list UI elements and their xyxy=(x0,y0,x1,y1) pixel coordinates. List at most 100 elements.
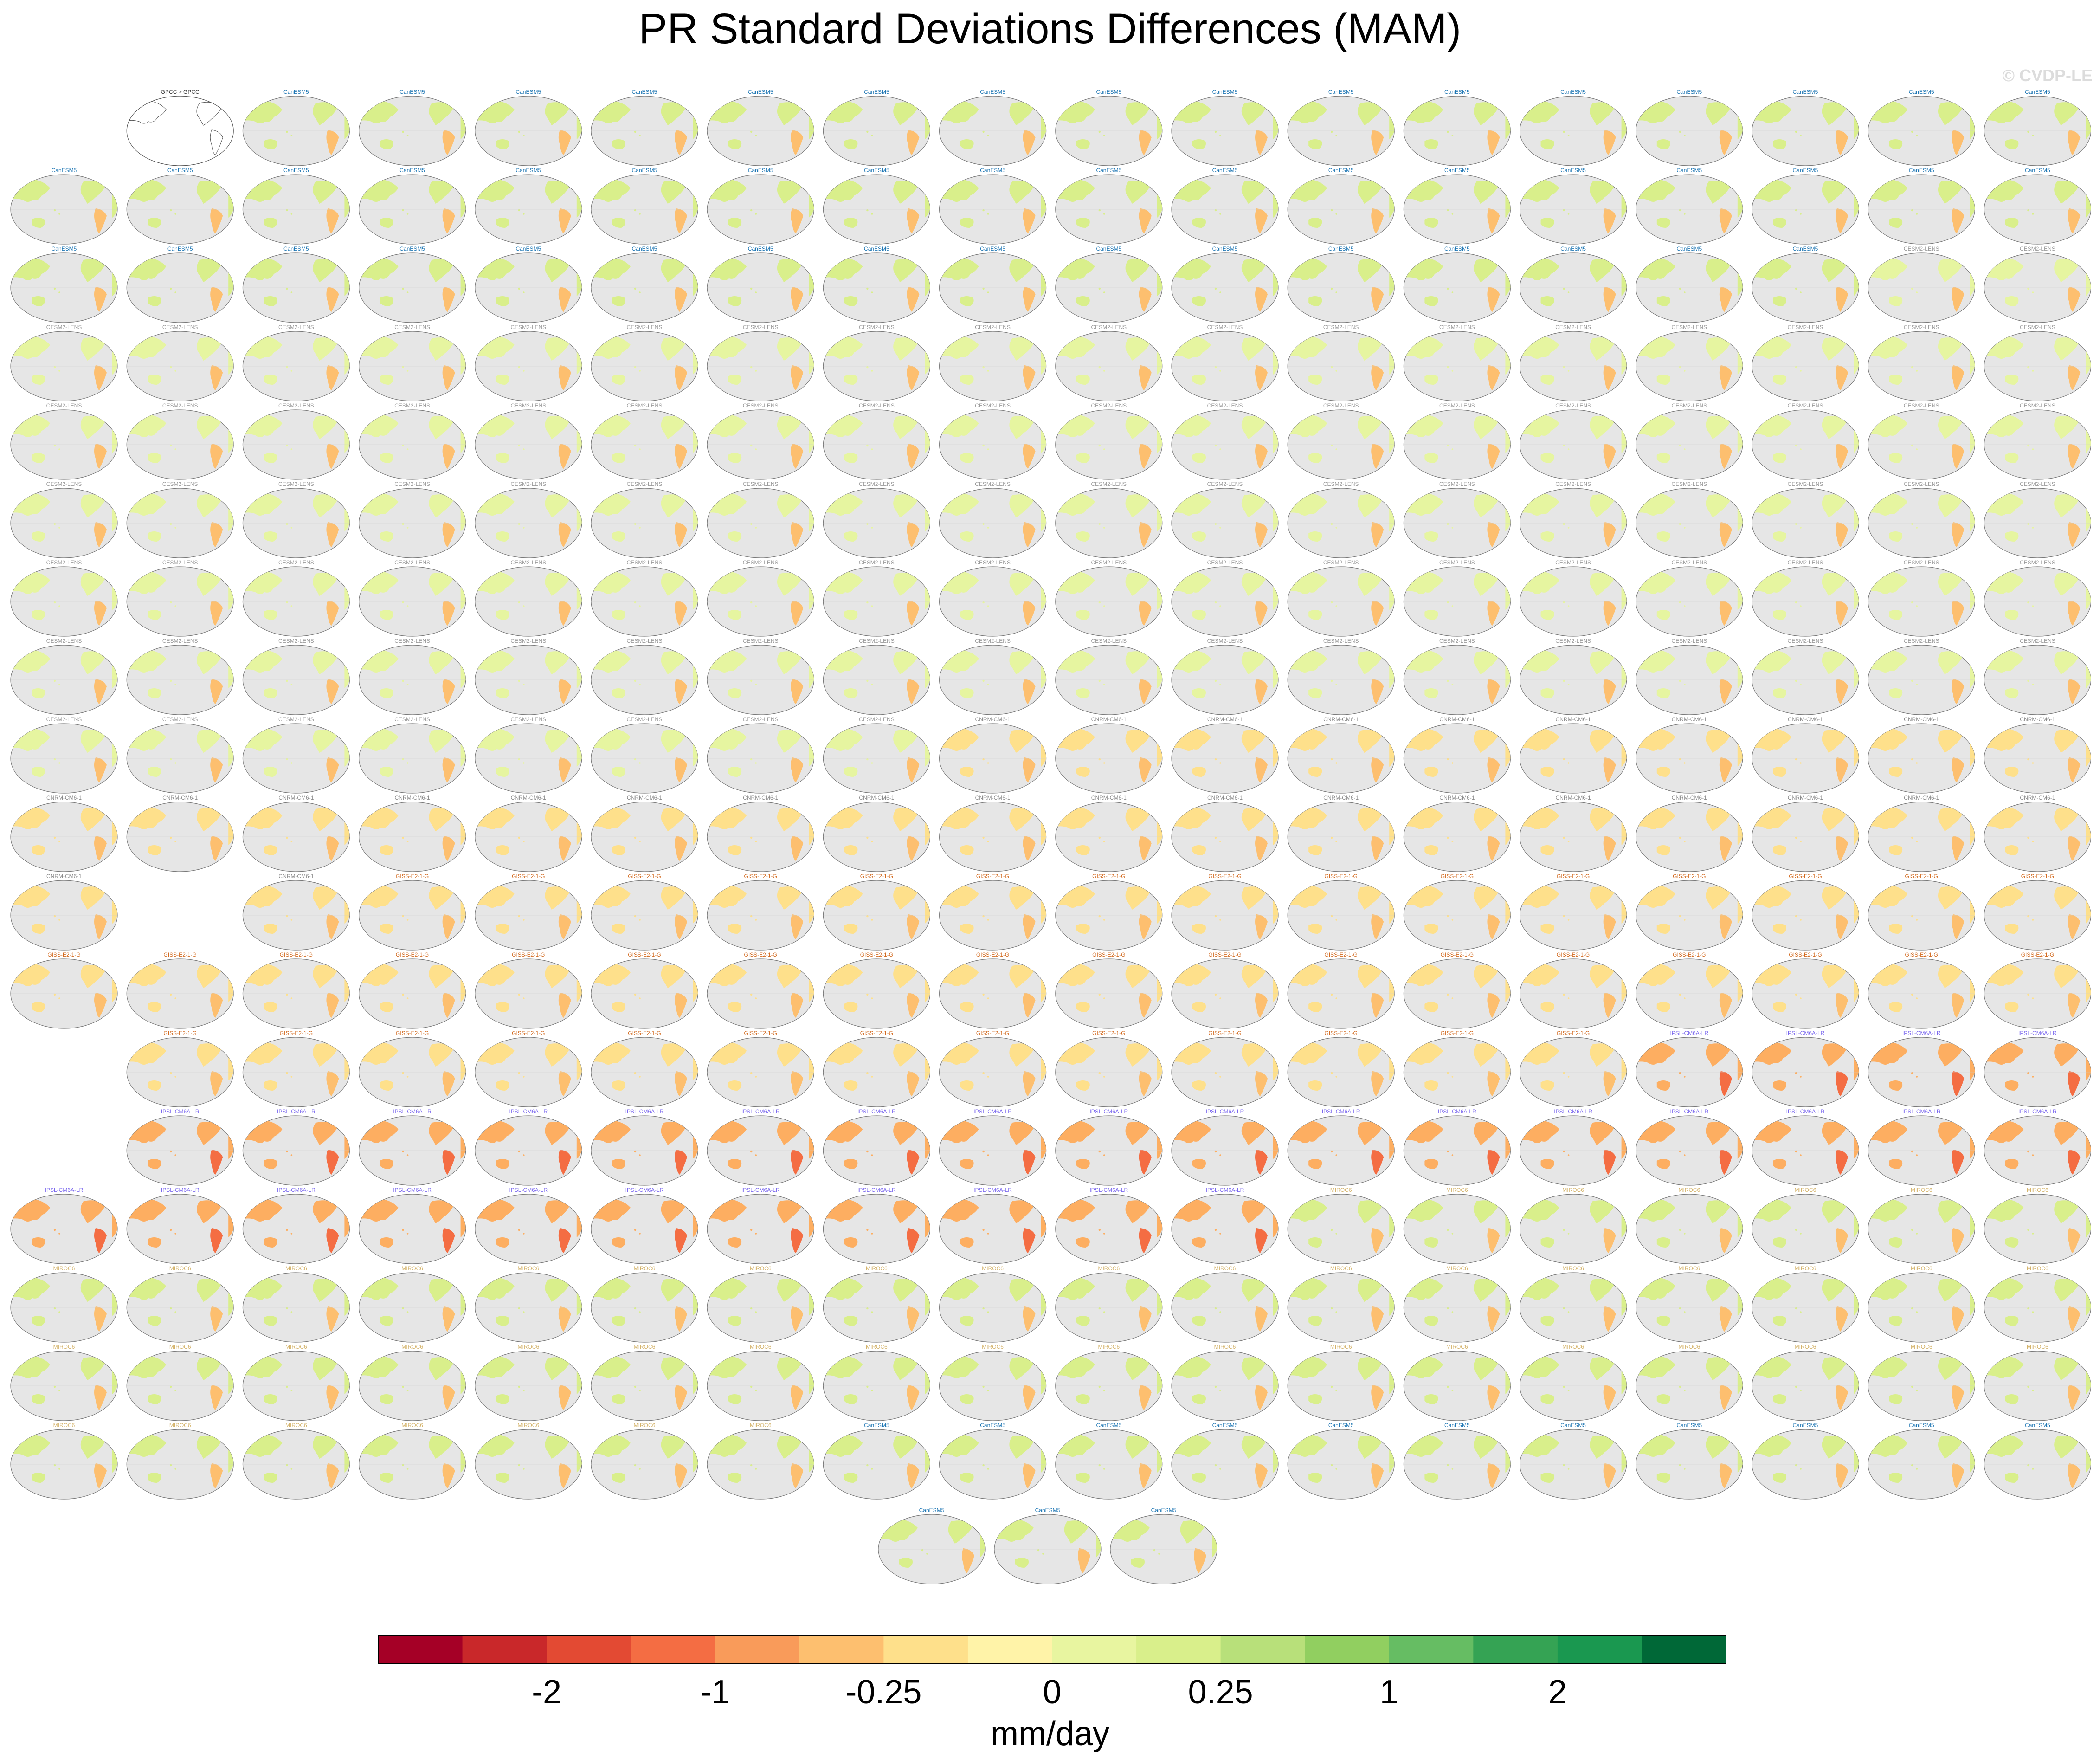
svg-text:CanESM5: CanESM5 xyxy=(1096,167,1121,174)
svg-text:GISS-E2-1-G: GISS-E2-1-G xyxy=(1441,873,1474,880)
map-panel: GISS-E2-1-G xyxy=(1055,873,1163,951)
svg-text:GISS-E2-1-G: GISS-E2-1-G xyxy=(1325,1030,1358,1036)
map-panel: CESM2-LENS xyxy=(707,402,814,480)
svg-text:MIROC6: MIROC6 xyxy=(2027,1187,2048,1193)
map-panel: MIROC6 xyxy=(591,1422,698,1500)
map-panel: GISS-E2-1-G xyxy=(591,1030,698,1107)
svg-text:CESM2-LENS: CESM2-LENS xyxy=(1788,559,1823,566)
map-panel: CESM2-LENS xyxy=(939,402,1047,480)
svg-text:MIROC6: MIROC6 xyxy=(1795,1265,1817,1272)
svg-text:CESM2-LENS: CESM2-LENS xyxy=(1091,481,1127,487)
map-panel: GISS-E2-1-G xyxy=(823,873,931,951)
map-panel: CESM2-LENS xyxy=(1868,481,1975,558)
svg-text:CESM2-LENS: CESM2-LENS xyxy=(975,324,1011,330)
svg-text:CNRM-CM6-1: CNRM-CM6-1 xyxy=(511,795,546,801)
svg-text:CanESM5: CanESM5 xyxy=(1793,89,1818,95)
map-panel: CESM2-LENS xyxy=(1055,324,1163,401)
svg-text:CanESM5: CanESM5 xyxy=(52,246,77,252)
map-panel: CESM2-LENS xyxy=(1403,324,1511,401)
map-panel: CNRM-CM6-1 xyxy=(1403,795,1511,872)
map-panel: CESM2-LENS xyxy=(1171,638,1279,715)
svg-text:IPSL-CM6A-LR: IPSL-CM6A-LR xyxy=(1206,1108,1244,1115)
svg-text:CESM2-LENS: CESM2-LENS xyxy=(1439,559,1475,566)
map-panel: GISS-E2-1-G xyxy=(939,1030,1047,1107)
svg-text:CanESM5: CanESM5 xyxy=(399,89,425,95)
svg-text:GISS-E2-1-G: GISS-E2-1-G xyxy=(1092,1030,1125,1036)
svg-text:CESM2-LENS: CESM2-LENS xyxy=(394,716,430,723)
svg-text:GISS-E2-1-G: GISS-E2-1-G xyxy=(1557,1030,1590,1036)
map-panel: GISS-E2-1-G xyxy=(1403,1030,1511,1107)
map-panel: CESM2-LENS xyxy=(10,402,118,480)
svg-text:CESM2-LENS: CESM2-LENS xyxy=(2020,324,2055,330)
svg-text:MIROC6: MIROC6 xyxy=(53,1265,75,1272)
svg-text:MIROC6: MIROC6 xyxy=(53,1344,75,1350)
svg-text:MIROC6: MIROC6 xyxy=(1678,1265,1700,1272)
map-panel: CanESM5 xyxy=(126,167,234,245)
svg-text:CanESM5: CanESM5 xyxy=(864,1422,889,1429)
svg-text:CESM2-LENS: CESM2-LENS xyxy=(46,716,82,723)
map-panel: GISS-E2-1-G xyxy=(475,1030,582,1107)
svg-text:GISS-E2-1-G: GISS-E2-1-G xyxy=(628,1030,661,1036)
svg-text:CESM2-LENS: CESM2-LENS xyxy=(627,559,663,566)
svg-text:CESM2-LENS: CESM2-LENS xyxy=(1788,481,1823,487)
svg-text:CanESM5: CanESM5 xyxy=(632,89,657,95)
map-panel: CESM2-LENS xyxy=(707,559,814,637)
svg-text:CNRM-CM6-1: CNRM-CM6-1 xyxy=(1091,716,1127,723)
map-panel: IPSL-CM6A-LR xyxy=(1403,1108,1511,1186)
map-panel: CESM2-LENS xyxy=(358,716,466,794)
map-panel: CanESM5 xyxy=(1520,246,1627,323)
svg-text:MIROC6: MIROC6 xyxy=(1911,1187,1933,1193)
svg-text:GISS-E2-1-G: GISS-E2-1-G xyxy=(512,951,545,958)
map-panel: CanESM5 xyxy=(1055,246,1163,323)
svg-text:CanESM5: CanESM5 xyxy=(980,1422,1005,1429)
svg-text:CanESM5: CanESM5 xyxy=(2025,167,2050,174)
map-panel: GISS-E2-1-G xyxy=(10,951,118,1029)
svg-text:CanESM5: CanESM5 xyxy=(283,167,309,174)
map-panel: IPSL-CM6A-LR xyxy=(1055,1108,1163,1186)
svg-text:GISS-E2-1-G: GISS-E2-1-G xyxy=(396,951,429,958)
svg-text:GISS-E2-1-G: GISS-E2-1-G xyxy=(976,1030,1009,1036)
colorbar-bin xyxy=(1305,1635,1390,1664)
svg-text:CanESM5: CanESM5 xyxy=(167,167,193,174)
svg-text:CanESM5: CanESM5 xyxy=(1212,246,1238,252)
svg-text:GISS-E2-1-G: GISS-E2-1-G xyxy=(628,873,661,880)
map-panel: CanESM5 xyxy=(242,167,350,245)
map-panel: CESM2-LENS xyxy=(242,324,350,401)
map-panel: CanESM5 xyxy=(242,89,350,166)
map-panel: CanESM5 xyxy=(878,1507,986,1584)
map-panel: CESM2-LENS xyxy=(1403,559,1511,637)
map-panel: CESM2-LENS xyxy=(1984,481,2091,558)
map-panel: CanESM5 xyxy=(591,167,698,245)
map-panel: CanESM5 xyxy=(1636,167,1743,245)
map-panel: CESM2-LENS xyxy=(1171,324,1279,401)
svg-text:MIROC6: MIROC6 xyxy=(1678,1344,1700,1350)
map-panel: CNRM-CM6-1 xyxy=(1055,716,1163,794)
svg-text:CanESM5: CanESM5 xyxy=(748,167,773,174)
colorbar-bin xyxy=(1557,1635,1642,1664)
colorbar-bin xyxy=(547,1635,631,1664)
map-panel: GISS-E2-1-G xyxy=(1171,951,1279,1029)
colorbar-bin xyxy=(631,1635,715,1664)
svg-text:MIROC6: MIROC6 xyxy=(1330,1265,1352,1272)
map-panel: GISS-E2-1-G xyxy=(242,951,350,1029)
map-panel: MIROC6 xyxy=(1171,1265,1279,1343)
svg-text:CNRM-CM6-1: CNRM-CM6-1 xyxy=(395,795,430,801)
map-panel: CanESM5 xyxy=(939,167,1047,245)
svg-text:CanESM5: CanESM5 xyxy=(864,246,889,252)
map-panel: CESM2-LENS xyxy=(358,559,466,637)
map-panel: MIROC6 xyxy=(358,1422,466,1500)
map-panel: GISS-E2-1-G xyxy=(475,951,582,1029)
map-panel: IPSL-CM6A-LR xyxy=(823,1108,931,1186)
svg-text:GISS-E2-1-G: GISS-E2-1-G xyxy=(164,1030,197,1036)
map-panel: CanESM5 xyxy=(1055,89,1163,166)
svg-text:CanESM5: CanESM5 xyxy=(283,89,309,95)
svg-text:IPSL-CM6A-LR: IPSL-CM6A-LR xyxy=(393,1108,432,1115)
svg-text:CanESM5: CanESM5 xyxy=(515,89,541,95)
svg-text:CESM2-LENS: CESM2-LENS xyxy=(1555,638,1591,644)
colorbar-bin xyxy=(967,1635,1052,1664)
svg-text:CNRM-CM6-1: CNRM-CM6-1 xyxy=(975,716,1011,723)
map-panel: IPSL-CM6A-LR xyxy=(1171,1187,1279,1264)
svg-text:IPSL-CM6A-LR: IPSL-CM6A-LR xyxy=(509,1187,548,1193)
svg-text:GISS-E2-1-G: GISS-E2-1-G xyxy=(512,1030,545,1036)
map-panel: CESM2-LENS xyxy=(126,324,234,401)
